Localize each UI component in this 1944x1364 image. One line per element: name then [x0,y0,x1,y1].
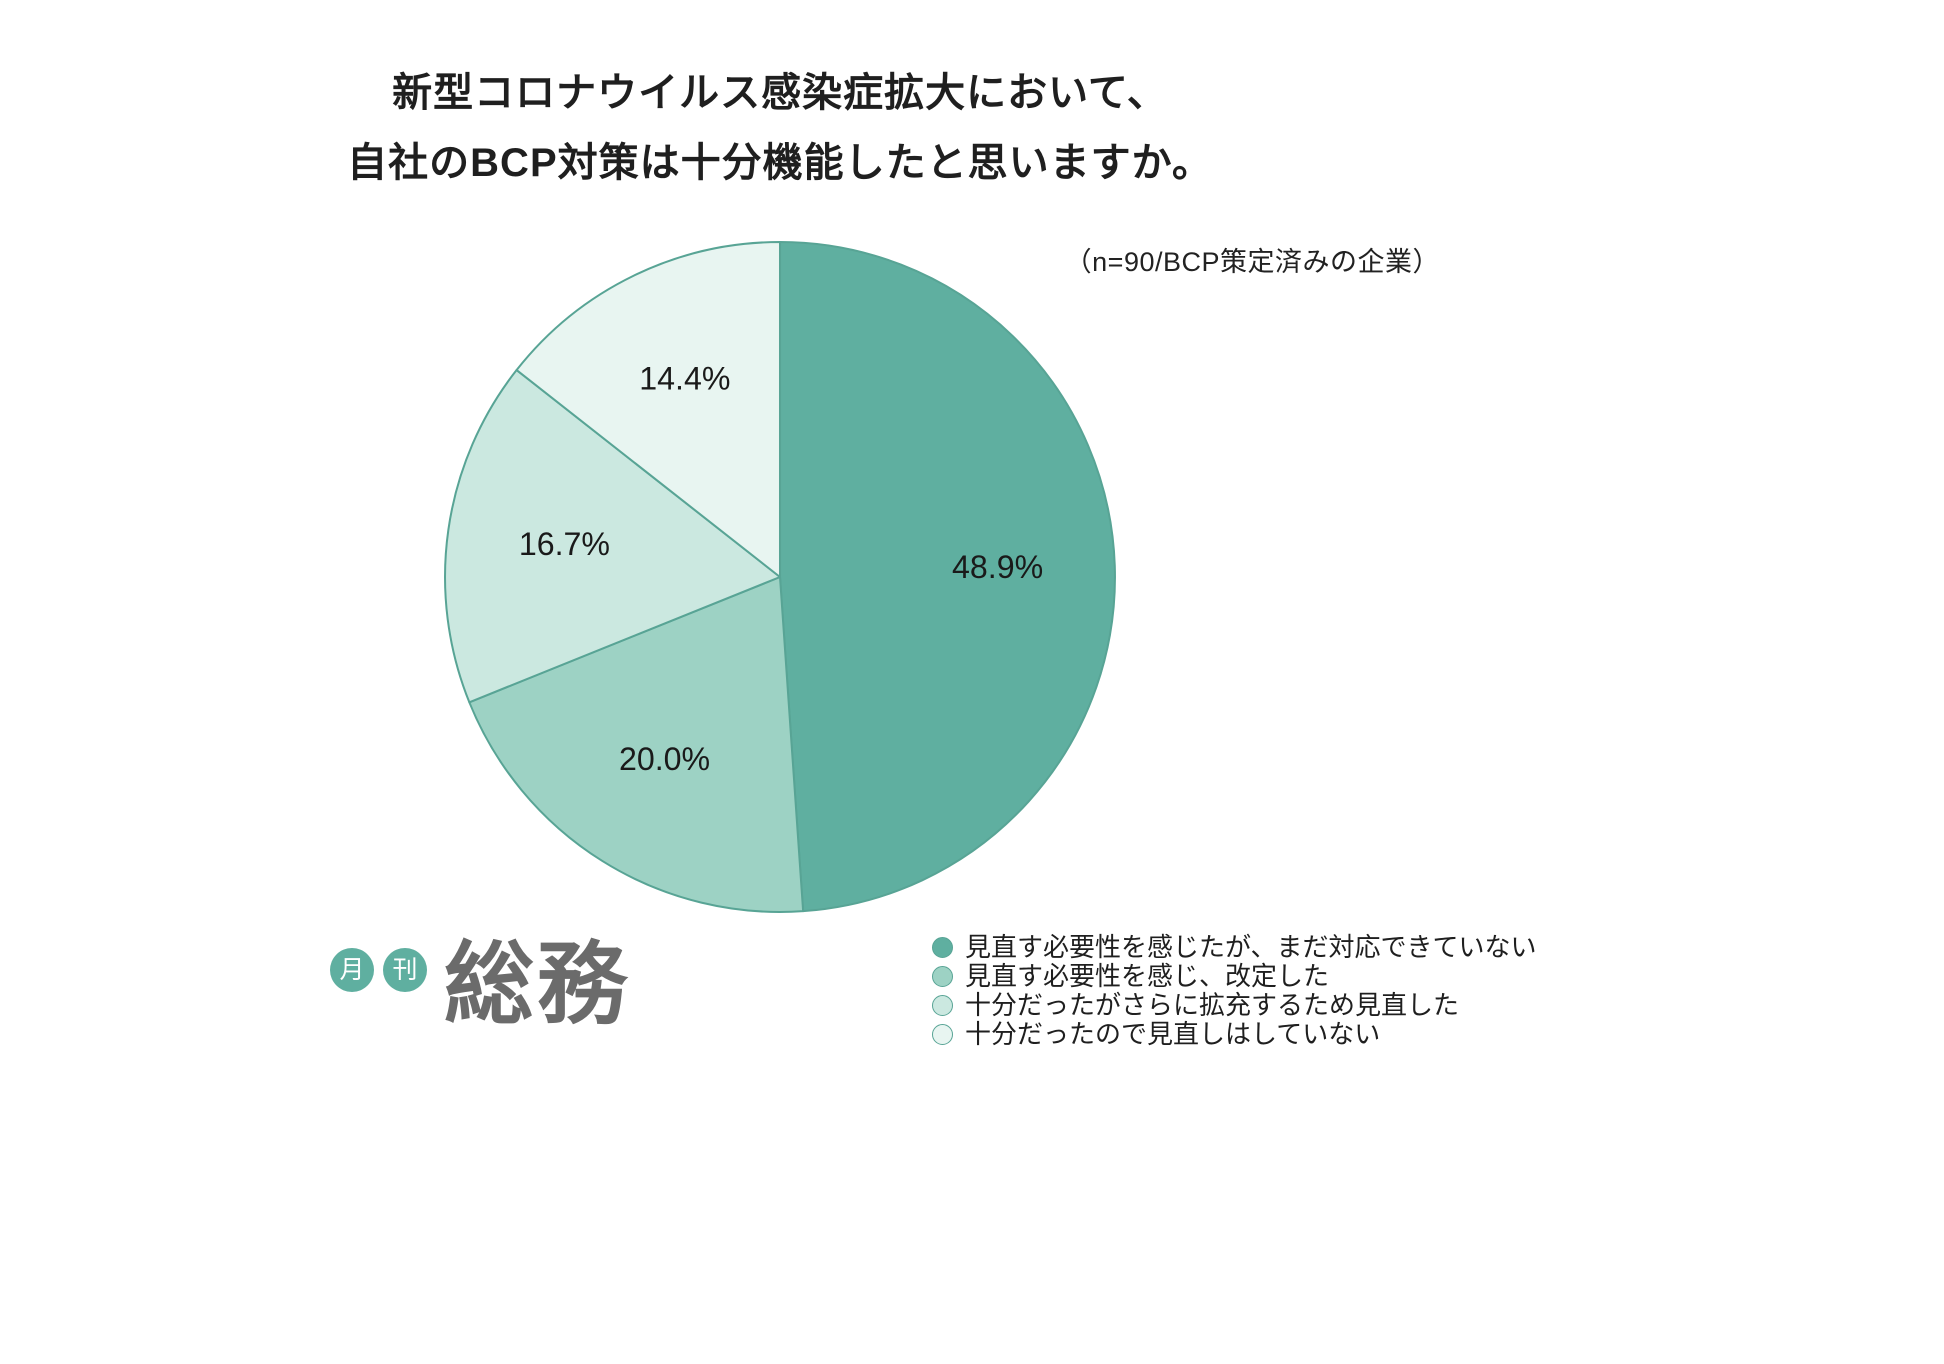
legend-label: 見直す必要性を感じたが、まだ対応できていない [965,932,1537,962]
sample-size-note: （n=90/BCP策定済みの企業） [1064,247,1440,277]
legend-color-dot [932,994,953,1016]
legend-color-dot [932,936,953,958]
pie-chart-svg: 48.9% 20.0% 16.7% 14.4% [444,241,1116,913]
pie-percent-label-1: 20.0% [619,741,710,777]
legend-color-dot [932,1023,953,1045]
legend-item-1: 見直す必要性を感じ、改定した [932,963,1536,989]
pie-percent-label-2: 16.7% [519,526,610,562]
logo-badge-kan: 刊 [383,948,427,992]
gekkan-soumu-logo: 月 刊 総務 [330,940,630,1030]
legend-color-dot [932,965,953,987]
logo-name: 総務 [444,935,630,1035]
pie-percent-label-0: 48.9% [952,549,1043,585]
pie-slice-2 [444,369,782,704]
pie-percent-label-3: 14.4% [639,361,730,397]
legend-label: 見直す必要性を感じ、改定した [965,961,1330,991]
legend: 見直す必要性を感じたが、まだ対応できていない 見直す必要性を感じ、改定した 十分だっ… [932,934,1536,1047]
pie-slice-1 [468,575,805,913]
legend-label: 十分だったので見直しはしていない [965,1019,1381,1049]
legend-item-3: 十分だったので見直しはしていない [932,1021,1536,1047]
pie-slice-0 [778,241,1116,913]
logo-badge-getsu: 月 [330,948,374,992]
pie-slice-3 [515,241,782,579]
legend-item-2: 十分だったがさらに拡充するため見直した [932,992,1536,1018]
chart-title-line2: 自社のBCP対策は十分機能したと思いますか。 [347,141,1213,185]
chart-title: 新型コロナウイルス感染症拡大において、 自社のBCP対策は十分機能したと思います… [0,58,1560,198]
pie-chart: 48.9% 20.0% 16.7% 14.4% [440,237,1120,917]
chart-title-line1: 新型コロナウイルス感染症拡大において、 [392,71,1168,115]
legend-label: 十分だったがさらに拡充するため見直した [965,990,1460,1020]
legend-item-0: 見直す必要性を感じたが、まだ対応できていない [932,934,1536,960]
